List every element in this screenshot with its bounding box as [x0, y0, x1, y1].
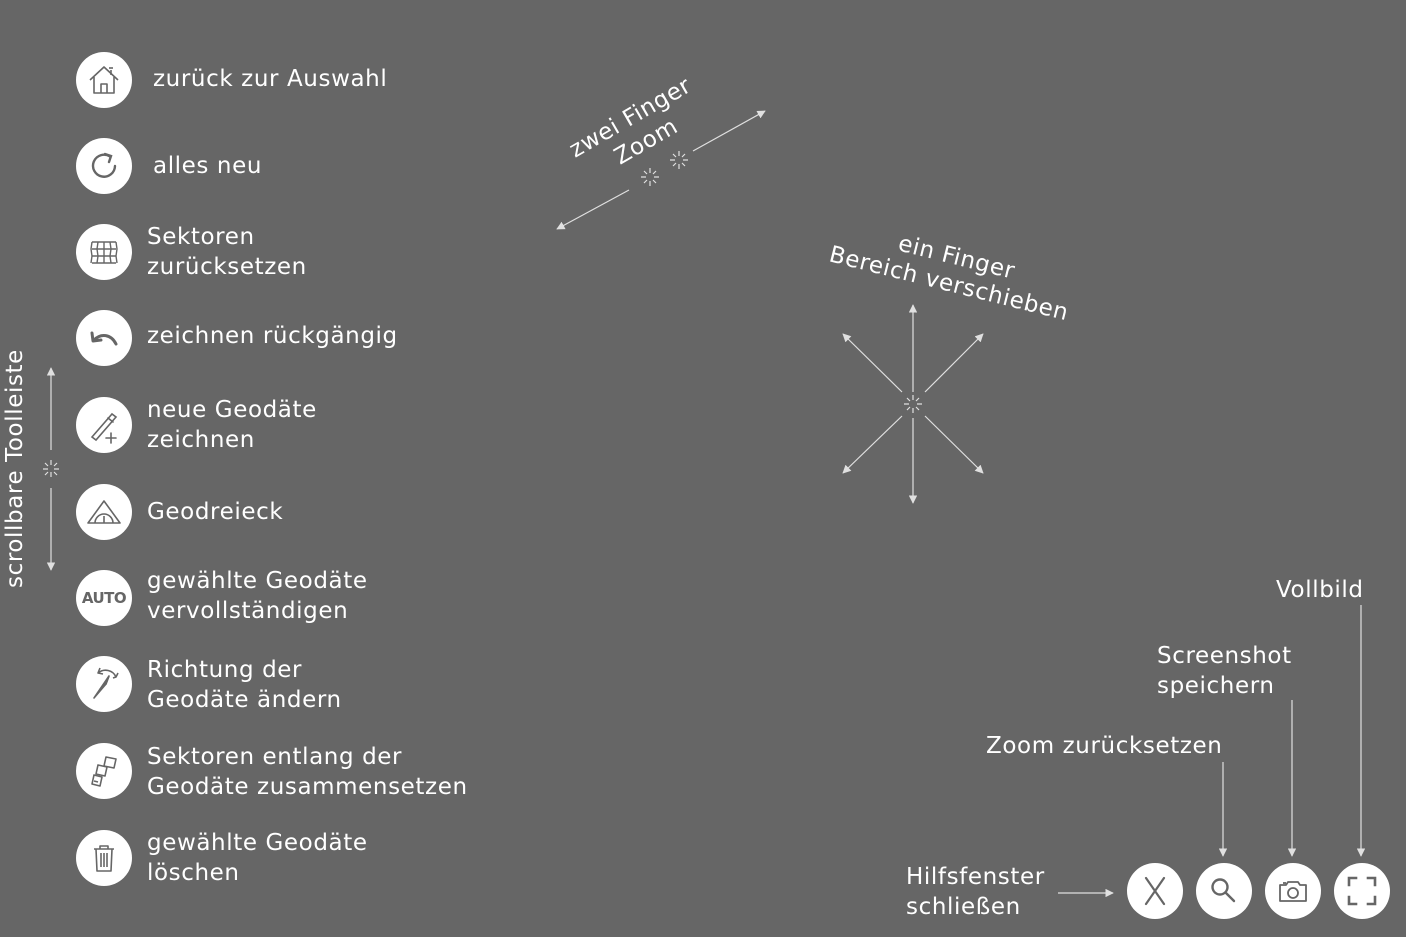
pen-plus-icon: [90, 412, 118, 444]
zoom-gesture-line1: zwei Finger: [565, 73, 696, 164]
auto-icon: AUTO: [81, 589, 127, 607]
screenshot-label: Screenshot speichern: [1157, 643, 1292, 699]
undo-drawing-label: zeichnen rückgängig: [147, 323, 398, 349]
pan-touch-point-icon: [904, 395, 922, 413]
trash-icon: [94, 845, 114, 872]
fullscreen-button[interactable]: [1334, 863, 1390, 919]
zoom-reset-label: Zoom zurücksetzen: [986, 733, 1223, 759]
change-direction-label: Richtung der Geodäte ändern: [147, 657, 342, 713]
compass-direction-icon: [93, 667, 119, 699]
close-help-label: Hilfsfenster schließen: [906, 864, 1045, 920]
undo-icon: [90, 331, 118, 346]
reset-sectors-button[interactable]: [76, 224, 132, 280]
scroll-touch-point-icon: [43, 460, 59, 477]
home-button[interactable]: [76, 52, 132, 108]
screenshot-button[interactable]: [1265, 863, 1321, 919]
assemble-sectors-label: Sektoren entlang der Geodäte zusammensetz…: [147, 744, 468, 800]
zoom-arrows: [556, 110, 766, 230]
set-square-label: Geodreieck: [147, 499, 284, 525]
close-help-button[interactable]: [1127, 863, 1183, 919]
zoom-gesture-line2: Zoom: [610, 113, 683, 170]
zoom-touch-points-icon: [641, 151, 688, 186]
set-square-button[interactable]: [76, 484, 132, 540]
auto-complete-label: gewählte Geodäte vervollständigen: [147, 568, 368, 624]
pan-arrows: [842, 304, 984, 504]
camera-icon: [1279, 881, 1307, 902]
delete-geodesic-button[interactable]: [76, 830, 132, 886]
assemble-sectors-button[interactable]: [76, 743, 132, 799]
home-label: zurück zur Auswahl: [153, 66, 388, 92]
pan-gesture-line1: ein Finger: [896, 231, 1018, 285]
reset-all-button[interactable]: [76, 138, 132, 194]
undo-drawing-button[interactable]: [76, 310, 132, 366]
fullscreen-icon: [1347, 876, 1377, 906]
home-icon: [89, 66, 119, 94]
assemble-sectors-icon: [91, 756, 117, 787]
sectors-grid-icon: [90, 241, 118, 264]
auto-complete-button[interactable]: AUTO: [76, 570, 132, 626]
scrollable-toolbar-label: scrollbare Toolleiste: [2, 349, 28, 588]
new-geodesic-label: neue Geodäte zeichnen: [147, 397, 317, 453]
close-icon: [1144, 876, 1166, 906]
reset-sectors-label: Sektoren zurücksetzen: [147, 224, 307, 280]
change-direction-button[interactable]: [76, 656, 132, 712]
zoom-reset-button[interactable]: [1196, 863, 1252, 919]
fullscreen-label: Vollbild: [1276, 577, 1364, 603]
set-square-icon: [87, 500, 121, 524]
pan-gesture-line2: Bereich verschieben: [827, 242, 1072, 327]
zoom-icon: [1211, 878, 1236, 903]
new-geodesic-button[interactable]: [76, 397, 132, 453]
reset-all-label: alles neu: [153, 153, 263, 179]
delete-geodesic-label: gewählte Geodäte löschen: [147, 830, 368, 886]
refresh-icon: [91, 152, 117, 178]
